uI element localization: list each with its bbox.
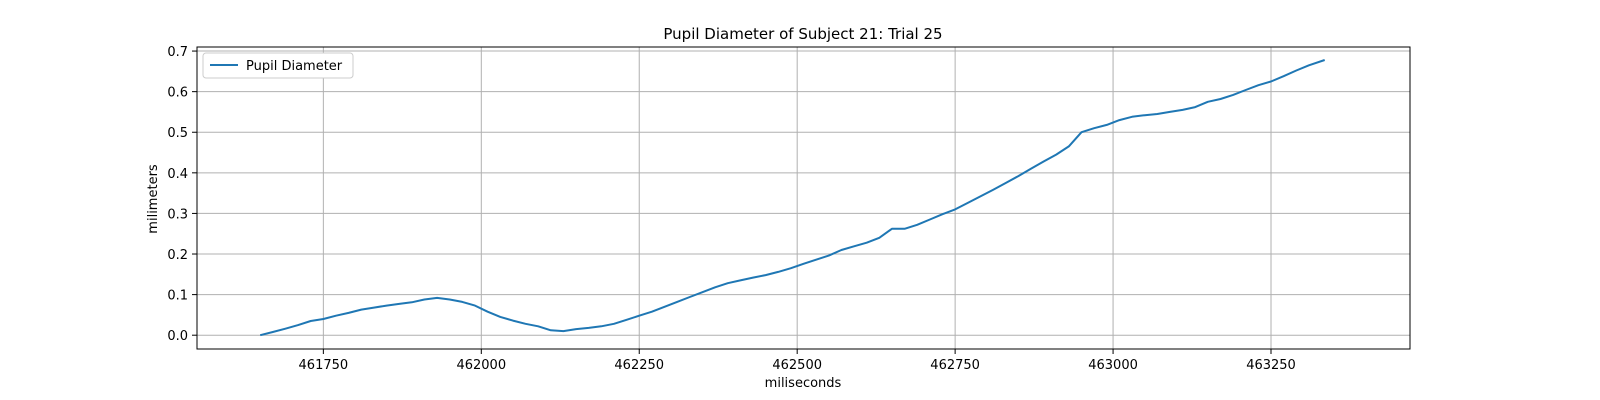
y-tick-label: 0.4 — [167, 167, 188, 182]
y-tick-label: 0.3 — [167, 207, 188, 222]
y-tick-label: 0.1 — [167, 289, 188, 304]
x-tick-label: 461750 — [299, 358, 349, 373]
legend-entry: Pupil Diameter — [246, 59, 343, 74]
x-tick-label: 463000 — [1088, 358, 1138, 373]
x-tick-label: 462000 — [456, 358, 506, 373]
series-line-pupil-diameter — [259, 59, 1326, 337]
y-tick-label: 0.6 — [167, 86, 188, 101]
y-tick-label: 0.5 — [167, 126, 188, 141]
plot-area — [196, 46, 1411, 350]
x-axis-label: miliseconds — [765, 376, 842, 391]
x-tick-label: 462750 — [930, 358, 980, 373]
x-tick-label: 462500 — [772, 358, 822, 373]
chart-title: Pupil Diameter of Subject 21: Trial 25 — [663, 25, 942, 43]
x-tick-label: 462250 — [614, 358, 664, 373]
legend-box — [202, 52, 354, 79]
grid-lines — [197, 47, 1410, 349]
y-axis-label: milimeters — [146, 164, 161, 234]
x-tick-label: 463250 — [1246, 358, 1296, 373]
series-layer — [259, 59, 1326, 337]
y-axis: 0.0 0.1 0.2 0.3 0.4 0.5 0.6 0.7 — [167, 45, 197, 344]
legend: Pupil Diameter — [202, 52, 354, 79]
y-tick-label: 0.0 — [167, 329, 188, 344]
y-tick-label: 0.7 — [167, 45, 188, 60]
y-tick-label: 0.2 — [167, 248, 188, 263]
x-axis: 461750 462000 462250 462500 462750 463000 4632… — [299, 349, 1296, 373]
